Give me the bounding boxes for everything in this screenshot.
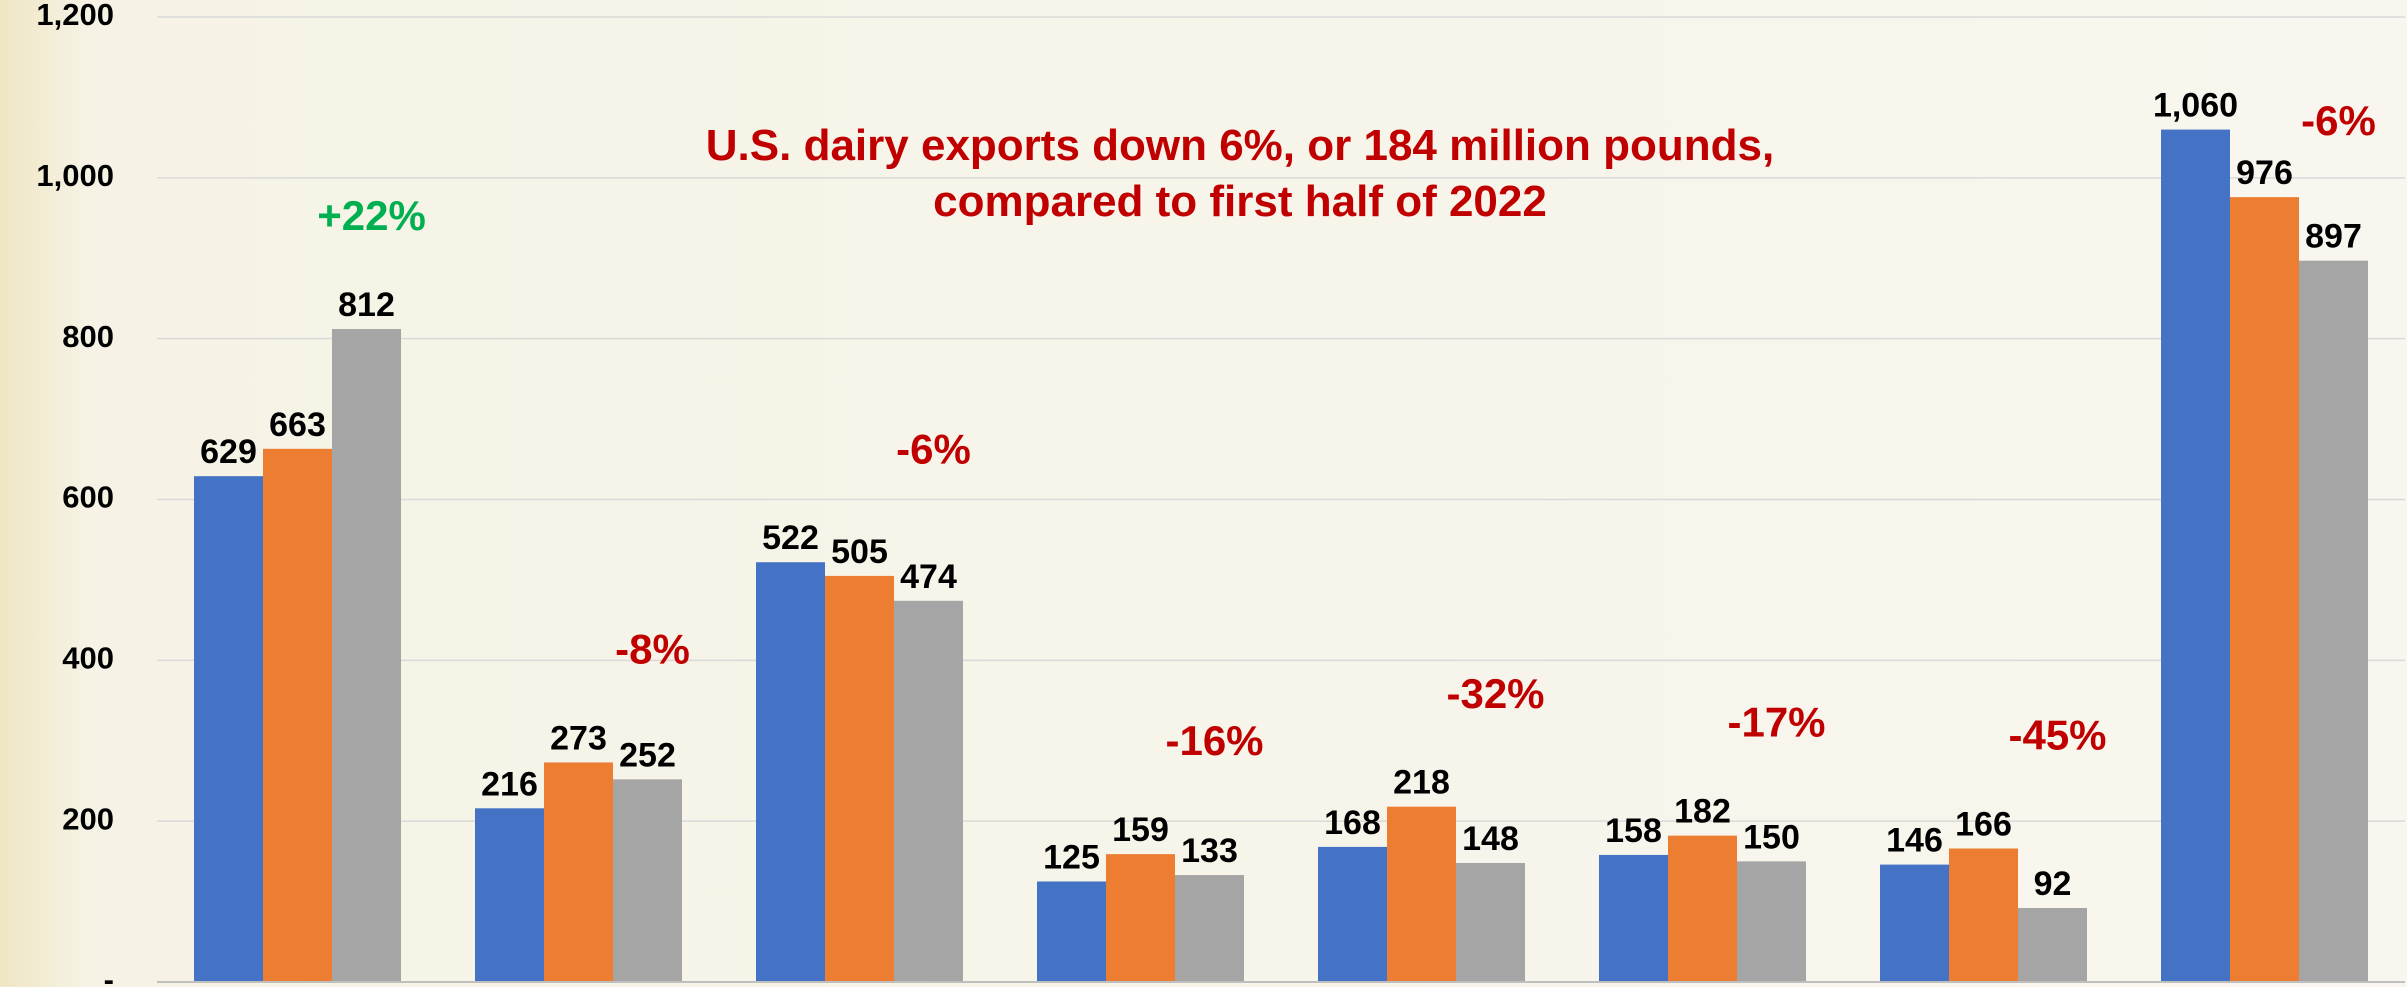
annotation: +22% xyxy=(317,192,426,239)
y-tick-label: 800 xyxy=(62,319,114,354)
bar xyxy=(1175,875,1244,982)
y-tick-label: - xyxy=(104,962,114,987)
value-label: 158 xyxy=(1605,812,1662,850)
bar xyxy=(894,600,963,982)
value-label: 133 xyxy=(1181,832,1238,870)
y-tick-label: 1,000 xyxy=(36,158,114,193)
bar xyxy=(544,762,613,982)
annotation: -8% xyxy=(615,626,690,673)
bar xyxy=(1949,848,2018,982)
value-label: 976 xyxy=(2236,154,2293,192)
value-label: 273 xyxy=(550,719,607,757)
bar xyxy=(1880,864,1949,982)
value-label: 168 xyxy=(1324,804,1381,842)
value-label: 663 xyxy=(269,406,326,444)
chart-title: U.S. dairy exports down 6%, or 184 milli… xyxy=(705,121,1775,226)
annotation: -17% xyxy=(1727,699,1825,746)
bar xyxy=(2018,908,2087,982)
bar xyxy=(1318,846,1387,982)
y-tick-label: 200 xyxy=(62,801,114,836)
y-tick-label: 600 xyxy=(62,480,114,515)
y-tick-label: 1,200 xyxy=(36,0,114,32)
bar xyxy=(194,476,263,982)
annotation: -45% xyxy=(2008,712,2106,759)
value-label: 252 xyxy=(619,736,676,774)
bar xyxy=(263,448,332,982)
bar xyxy=(1037,881,1106,982)
annotation: -32% xyxy=(1446,670,1544,717)
bar xyxy=(613,779,682,982)
bar xyxy=(825,575,894,982)
value-label: 812 xyxy=(338,286,395,324)
value-label: 148 xyxy=(1462,820,1519,858)
value-label: 522 xyxy=(762,519,819,557)
value-label: 92 xyxy=(2034,865,2072,903)
value-label: 218 xyxy=(1393,764,1450,802)
bar xyxy=(1456,862,1525,982)
bar xyxy=(1737,861,1806,982)
bar xyxy=(475,808,544,982)
bar xyxy=(1387,806,1456,982)
value-label: 897 xyxy=(2305,218,2362,256)
value-label: 166 xyxy=(1955,805,2012,843)
value-label: 150 xyxy=(1743,818,1800,856)
bar xyxy=(2161,129,2230,983)
bar xyxy=(332,329,401,982)
bar xyxy=(756,562,825,982)
y-tick-label: 400 xyxy=(62,641,114,676)
value-label: 146 xyxy=(1886,822,1943,860)
bar xyxy=(1106,854,1175,982)
bar xyxy=(2230,197,2299,983)
bar xyxy=(1599,854,1668,982)
value-label: 629 xyxy=(200,433,257,471)
annotation: -6% xyxy=(896,425,971,472)
value-label: 1,060 xyxy=(2153,87,2238,125)
value-label: 159 xyxy=(1112,811,1169,849)
value-label: 474 xyxy=(900,558,957,596)
annotation: -6% xyxy=(2301,97,2376,144)
value-label: 216 xyxy=(481,765,538,803)
annotation: -16% xyxy=(1165,717,1263,764)
value-label: 505 xyxy=(831,533,888,571)
value-label: 125 xyxy=(1043,838,1100,876)
bar xyxy=(2299,260,2368,983)
value-label: 182 xyxy=(1674,793,1731,831)
bar xyxy=(1668,835,1737,982)
